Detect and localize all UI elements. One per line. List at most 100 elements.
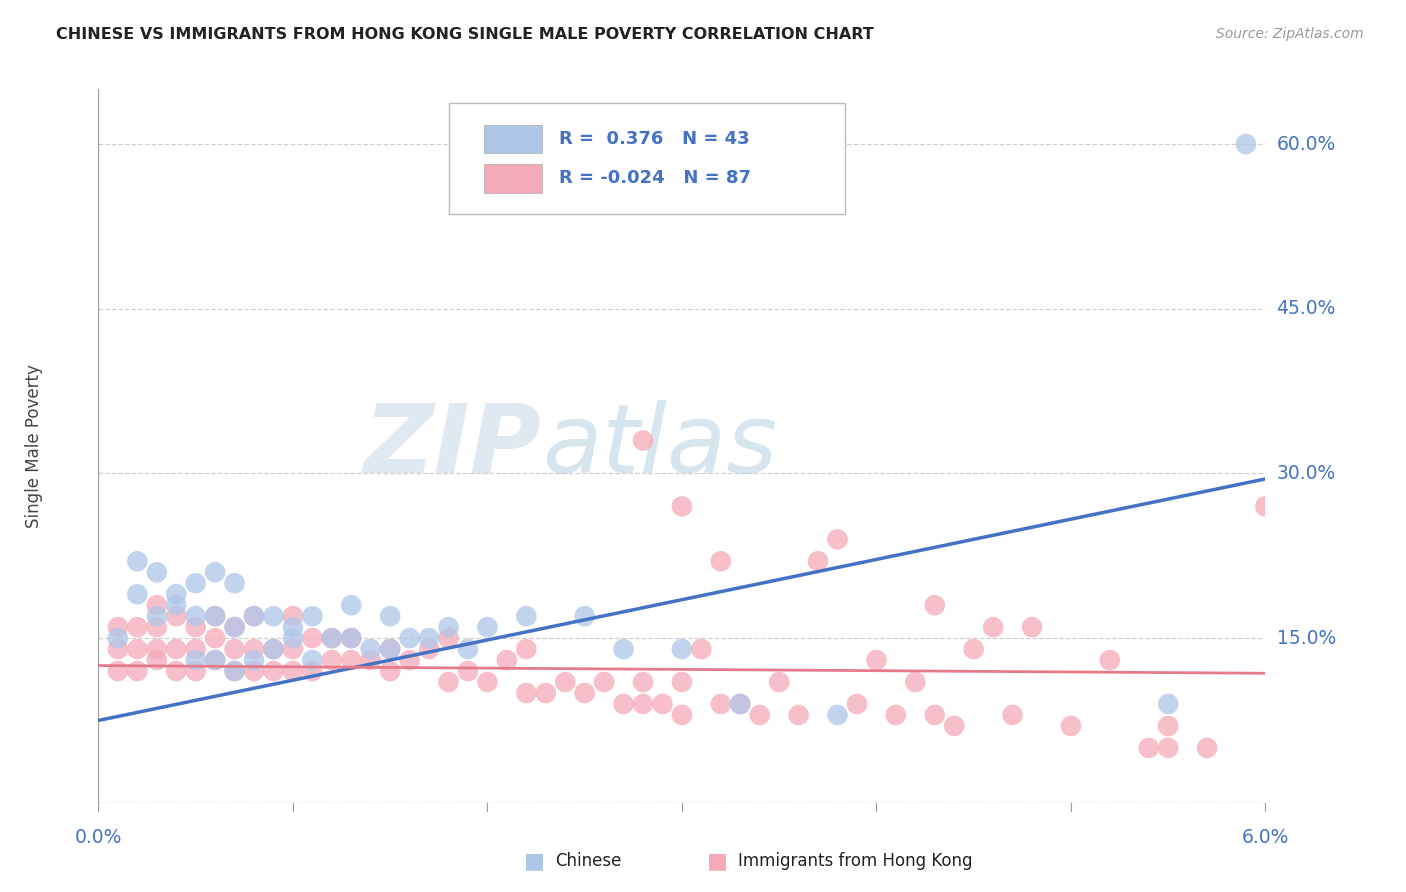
Text: CHINESE VS IMMIGRANTS FROM HONG KONG SINGLE MALE POVERTY CORRELATION CHART: CHINESE VS IMMIGRANTS FROM HONG KONG SIN… — [56, 27, 875, 42]
Point — [1254, 500, 1277, 514]
Point — [184, 609, 207, 624]
Point — [437, 620, 460, 634]
Point — [457, 642, 479, 657]
Point — [224, 664, 246, 678]
Point — [243, 609, 266, 624]
Point — [204, 631, 226, 645]
Point — [378, 642, 402, 657]
Point — [612, 697, 634, 711]
Point — [554, 675, 576, 690]
Text: 60.0%: 60.0% — [1277, 135, 1336, 153]
Point — [1234, 137, 1257, 152]
Point — [340, 653, 363, 667]
Point — [243, 653, 266, 667]
Point — [360, 653, 382, 667]
Point — [807, 554, 830, 568]
Point — [477, 620, 499, 634]
Point — [184, 664, 207, 678]
Point — [204, 609, 226, 624]
Point — [281, 631, 304, 645]
Point — [1098, 653, 1121, 667]
Point — [574, 609, 596, 624]
Point — [924, 708, 946, 723]
Point — [671, 642, 693, 657]
FancyBboxPatch shape — [484, 164, 541, 193]
Point — [321, 631, 343, 645]
Point — [378, 609, 402, 624]
Point — [631, 434, 654, 448]
Point — [827, 533, 849, 547]
Point — [127, 620, 149, 634]
Point — [340, 631, 363, 645]
Point — [281, 620, 304, 634]
Point — [281, 642, 304, 657]
Point — [398, 631, 420, 645]
Point — [631, 697, 654, 711]
Point — [671, 675, 693, 690]
Point — [224, 642, 246, 657]
Point — [496, 653, 519, 667]
Point — [437, 675, 460, 690]
Point — [321, 631, 343, 645]
Point — [378, 664, 402, 678]
Point — [184, 576, 207, 591]
Text: R = -0.024   N = 87: R = -0.024 N = 87 — [560, 169, 751, 187]
Point — [593, 675, 616, 690]
Point — [321, 653, 343, 667]
Point — [127, 642, 149, 657]
Point — [1195, 740, 1218, 755]
Point — [1157, 697, 1180, 711]
Point — [165, 609, 187, 624]
Text: 6.0%: 6.0% — [1241, 828, 1289, 847]
Point — [184, 620, 207, 634]
Point — [437, 631, 460, 645]
Point — [146, 598, 169, 612]
Point — [398, 653, 420, 667]
Point — [477, 675, 499, 690]
Point — [204, 566, 226, 580]
Point — [165, 587, 187, 601]
Point — [107, 642, 129, 657]
Point — [340, 598, 363, 612]
Point — [884, 708, 907, 723]
Point — [1060, 719, 1083, 733]
Point — [418, 642, 440, 657]
Point — [378, 642, 402, 657]
FancyBboxPatch shape — [484, 125, 541, 153]
Text: 45.0%: 45.0% — [1277, 300, 1336, 318]
Point — [515, 609, 537, 624]
Point — [730, 697, 752, 711]
Point — [574, 686, 596, 700]
Point — [360, 642, 382, 657]
Point — [301, 631, 323, 645]
Text: atlas: atlas — [541, 400, 778, 492]
Point — [281, 664, 304, 678]
Point — [107, 631, 129, 645]
Point — [146, 566, 169, 580]
Point — [671, 500, 693, 514]
Point — [768, 675, 790, 690]
Point — [204, 653, 226, 667]
Point — [924, 598, 946, 612]
Point — [710, 554, 733, 568]
Text: R =  0.376   N = 43: R = 0.376 N = 43 — [560, 130, 749, 148]
Point — [165, 664, 187, 678]
Text: Chinese: Chinese — [555, 852, 621, 870]
FancyBboxPatch shape — [449, 103, 845, 214]
Point — [1137, 740, 1160, 755]
Point — [845, 697, 868, 711]
Point — [981, 620, 1004, 634]
Point — [1157, 740, 1180, 755]
Point — [787, 708, 810, 723]
Text: Single Male Poverty: Single Male Poverty — [25, 364, 44, 528]
Point — [204, 609, 226, 624]
Point — [165, 598, 187, 612]
Point — [146, 642, 169, 657]
Point — [710, 697, 733, 711]
Point — [690, 642, 713, 657]
Point — [224, 664, 246, 678]
Point — [262, 642, 284, 657]
Point — [1157, 719, 1180, 733]
Point — [262, 609, 284, 624]
Point — [671, 708, 693, 723]
